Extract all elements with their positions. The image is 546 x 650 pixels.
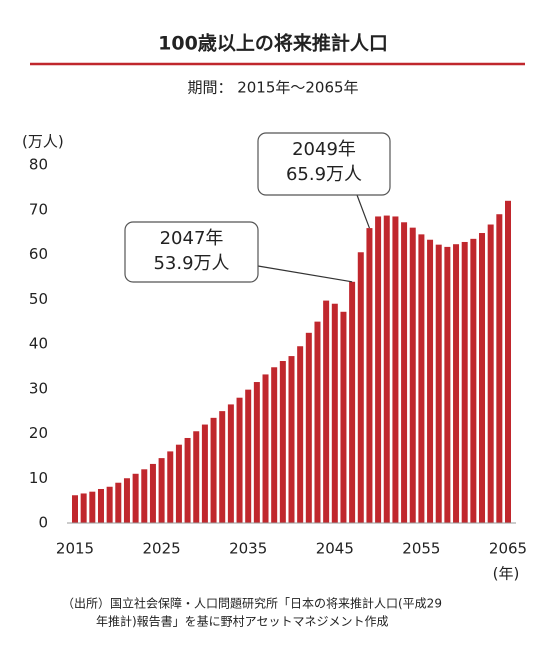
bar bbox=[461, 241, 468, 523]
bar bbox=[149, 463, 156, 523]
bar bbox=[210, 417, 217, 523]
bar bbox=[97, 488, 104, 523]
bar bbox=[349, 281, 356, 523]
bar bbox=[323, 300, 330, 523]
y-tick-label: 10 bbox=[29, 469, 48, 487]
y-tick-label: 60 bbox=[29, 245, 48, 263]
bar bbox=[357, 252, 364, 523]
x-tick-label: 2025 bbox=[143, 540, 181, 558]
bar bbox=[201, 424, 208, 523]
bar bbox=[479, 233, 486, 523]
bar bbox=[305, 332, 312, 523]
y-tick-label: 70 bbox=[29, 200, 48, 218]
bar bbox=[80, 493, 87, 523]
bar bbox=[427, 239, 434, 524]
bar bbox=[505, 200, 511, 524]
x-tick-label: 2045 bbox=[316, 540, 354, 558]
bar bbox=[331, 303, 338, 523]
callout-pointer bbox=[356, 194, 371, 229]
callout-text: 2049年 bbox=[292, 139, 356, 160]
bar bbox=[314, 321, 321, 523]
y-tick-label: 30 bbox=[29, 379, 48, 397]
bar bbox=[271, 367, 278, 523]
bar bbox=[115, 482, 122, 523]
y-tick-label: 0 bbox=[38, 514, 48, 532]
bar bbox=[366, 228, 373, 523]
bar bbox=[175, 444, 182, 523]
x-unit: (年) bbox=[493, 565, 520, 583]
y-tick-label: 40 bbox=[29, 335, 48, 353]
bar bbox=[418, 234, 425, 524]
bar bbox=[487, 224, 494, 523]
callout-text: 65.9万人 bbox=[286, 164, 362, 185]
bar bbox=[253, 382, 260, 523]
callout-text: 2047年 bbox=[160, 228, 224, 249]
x-tick-label: 2035 bbox=[229, 540, 267, 558]
bar bbox=[193, 431, 200, 523]
subtitle: 期間： 2015年～2065年 bbox=[187, 79, 358, 97]
bar bbox=[262, 374, 269, 523]
bar bbox=[340, 311, 347, 523]
bar bbox=[72, 495, 78, 523]
callout-box bbox=[124, 221, 259, 283]
callout-pointer bbox=[257, 265, 353, 283]
bar bbox=[123, 478, 130, 523]
bar bbox=[167, 451, 174, 523]
bar bbox=[392, 216, 399, 523]
x-tick-label: 2015 bbox=[56, 540, 94, 558]
bar bbox=[245, 389, 252, 523]
callout-box bbox=[257, 132, 391, 196]
bar bbox=[236, 397, 243, 523]
bar bbox=[297, 346, 304, 523]
bar bbox=[453, 244, 460, 523]
bar bbox=[106, 486, 113, 523]
source-note: （出所）国立社会保障・人口問題研究所「日本の将来推計人口(平成29 bbox=[62, 596, 442, 611]
callout-text: 53.9万人 bbox=[153, 253, 229, 274]
y-unit: (万人) bbox=[22, 133, 64, 151]
x-tick-label: 2065 bbox=[489, 540, 527, 558]
bar bbox=[470, 238, 477, 523]
bar bbox=[227, 404, 234, 523]
bar bbox=[158, 458, 165, 523]
chart-title: 100歳以上の将来推計人口 bbox=[158, 32, 388, 55]
bar bbox=[89, 491, 96, 523]
bar bbox=[184, 437, 191, 523]
y-tick-label: 80 bbox=[29, 156, 48, 174]
bar bbox=[288, 356, 295, 523]
bar bbox=[219, 411, 226, 523]
y-tick-label: 50 bbox=[29, 290, 48, 308]
bar bbox=[375, 216, 382, 523]
x-tick-label: 2055 bbox=[402, 540, 440, 558]
source-note: 年推計)報告書」を基に野村アセットマネジメント作成 bbox=[96, 614, 388, 629]
bar bbox=[435, 244, 442, 523]
bar bbox=[444, 246, 451, 523]
bar bbox=[409, 227, 416, 523]
bar bbox=[279, 361, 286, 523]
bar bbox=[132, 473, 139, 523]
bar bbox=[383, 215, 390, 523]
y-tick-label: 20 bbox=[29, 424, 48, 442]
bar bbox=[496, 214, 503, 523]
bar bbox=[401, 222, 408, 523]
bar bbox=[141, 469, 148, 523]
